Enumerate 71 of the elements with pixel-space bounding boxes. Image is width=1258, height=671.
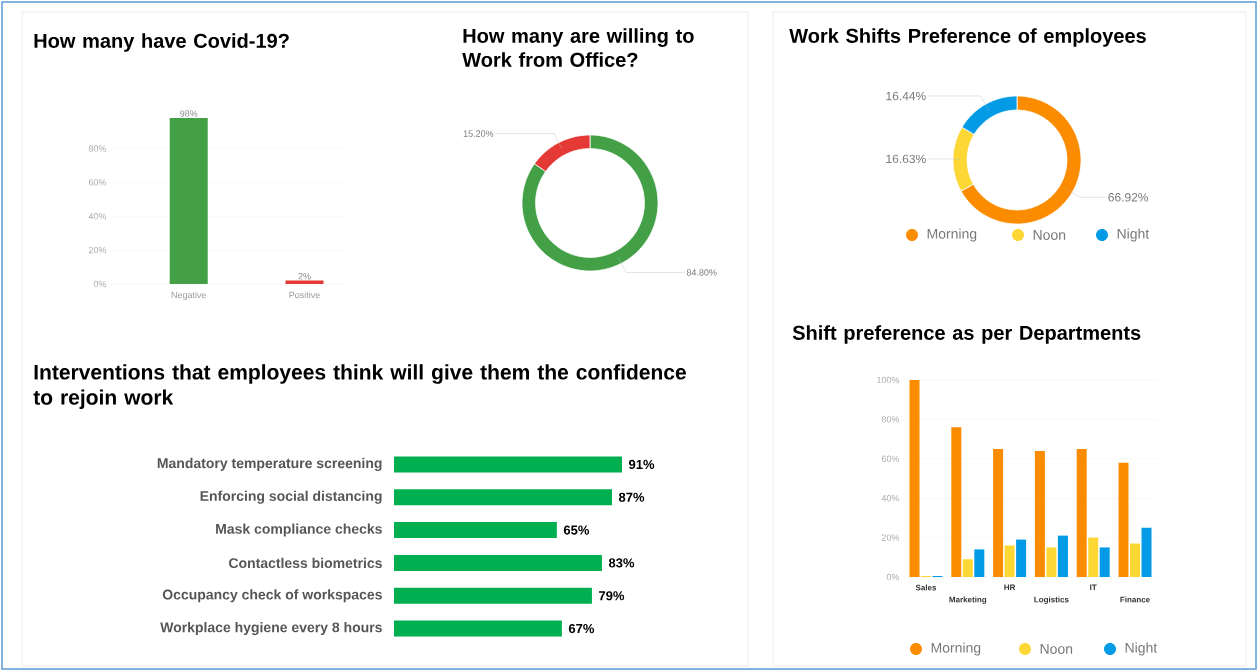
bar [962,559,973,577]
legend-label: Morning [927,228,977,242]
x-tick-label: Finance [1120,596,1150,603]
bar [909,379,920,577]
y-tick-label: 20% [881,534,900,541]
data-label: 83% [608,558,635,568]
y-tick-label: Mask compliance checks [216,523,382,537]
bar [1057,535,1068,577]
bar [1099,547,1110,577]
chart-title: How many have Covid-19? [34,33,289,52]
bar [1004,545,1015,577]
data-label: 15.20% [463,130,494,137]
bar [1130,543,1141,577]
chart-title: Work Shifts Preference of employees [789,28,1146,47]
data-label: 66.92% [1108,193,1149,202]
data-label: 2% [298,273,311,280]
data-label: 79% [599,591,625,601]
x-tick-label: Sales [915,584,937,591]
y-tick-label: 80% [881,416,900,423]
bar [394,489,612,506]
y-tick-label: Contactless biometrics [229,557,382,569]
data-label: 87% [618,492,645,502]
y-tick-label: 0% [93,280,107,288]
y-tick-label: 60% [88,179,107,186]
y-tick-label: 60% [881,455,900,462]
bar [394,456,622,473]
legend-label: Morning [931,642,981,656]
chart-title: Shift preference as per Departments [792,325,1141,344]
y-tick-label: Enforcing social distancing [200,490,382,504]
x-tick-label: Logistics [1034,596,1069,605]
bar [1141,527,1152,577]
y-tick-label: 40% [88,213,107,220]
data-label: 67% [568,623,595,634]
legend-label: Night [1117,228,1150,242]
bar [974,549,985,577]
bar [394,620,562,637]
y-tick-label: Workplace hygiene every 8 hours [160,622,382,636]
chart-title: Interventions that employees think will give them the confidence to rejoin work [33,364,686,409]
bar [1034,450,1045,577]
data-label: 84.80% [686,269,717,276]
y-tick-label: Occupancy check of workspaces [162,589,382,603]
bar [1076,448,1087,577]
data-label: 65% [563,525,590,535]
legend-label: Night [1125,642,1158,656]
bar [394,587,592,604]
legend-label: Noon [1033,230,1066,240]
y-tick-label: Mandatory temperature screening [157,457,382,471]
legend-label: Noon [1040,644,1073,654]
y-tick-label: 80% [88,145,107,152]
x-tick-label: IT [1090,584,1097,591]
data-label: 16.44% [886,91,926,101]
chart-title: How many are willing to Work from Office? [462,28,694,67]
bar [951,427,962,577]
x-tick-label: Negative [171,291,207,300]
x-tick-label: Positive [289,291,320,299]
bar [1016,539,1027,577]
bar [394,554,602,571]
y-tick-label: 40% [881,495,900,502]
x-tick-label: Marketing [949,596,987,605]
y-tick-label: 100% [877,376,900,384]
bar [1046,547,1057,577]
y-tick-label: 20% [88,246,107,254]
data-label: 16.63% [886,154,926,164]
bar [1088,537,1099,577]
bar [993,448,1004,577]
y-tick-label: 0% [886,573,900,581]
x-tick-label: HR [1004,584,1016,591]
data-label: 91% [628,459,655,470]
bar [1118,462,1129,577]
bar [394,522,557,539]
data-label: 98% [180,110,198,117]
